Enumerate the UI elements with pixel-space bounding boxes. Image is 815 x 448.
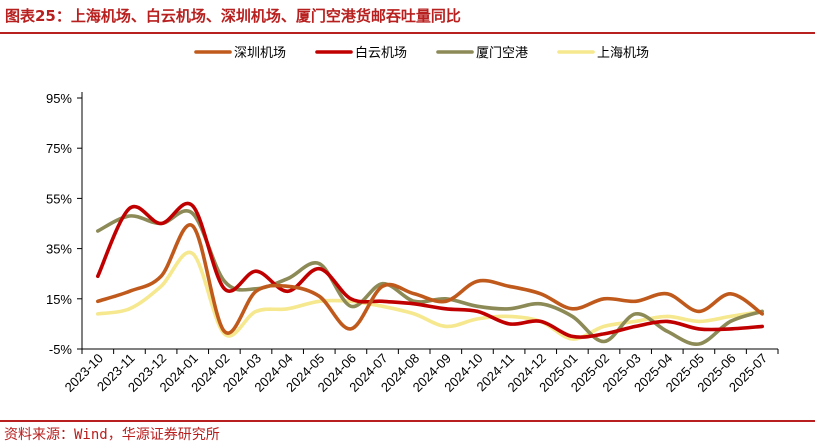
- legend: 深圳机场 白云机场 厦门空港 上海机场: [194, 45, 649, 61]
- source-rule: [0, 420, 815, 422]
- series-line-2: [96, 201, 764, 339]
- y-axis: -5% 15% 35% 55% 75% 95%: [46, 91, 83, 357]
- series-line-1: [96, 223, 764, 335]
- y-tick-label: 55%: [46, 191, 72, 206]
- legend-label: 白云机场: [355, 45, 407, 61]
- source-note: 资料来源：Wind，华源证券研究所: [4, 427, 220, 443]
- legend-label: 厦门空港: [476, 46, 528, 61]
- x-axis: 2023-102023-112023-122024-012024-022024-…: [62, 348, 779, 395]
- y-tick-label: 35%: [46, 242, 72, 257]
- legend-label: 深圳机场: [234, 46, 286, 61]
- line-chart: 深圳机场 白云机场 厦门空港 上海机场 -5% 15% 35% 55% 75% 95% 2023…: [46, 45, 779, 395]
- figure-title: 图表25：上海机场、白云机场、深圳机场、厦门空港货邮吞吐量同比: [5, 7, 461, 25]
- y-tick-label: 95%: [46, 91, 72, 106]
- series-line-4: [96, 250, 764, 341]
- y-tick-label: 15%: [46, 292, 72, 307]
- y-tick-label: 75%: [46, 141, 72, 156]
- title-rule: [0, 32, 815, 34]
- series-layer: [96, 201, 764, 346]
- legend-label: 上海机场: [597, 46, 649, 61]
- y-tick-label: -5%: [49, 342, 73, 357]
